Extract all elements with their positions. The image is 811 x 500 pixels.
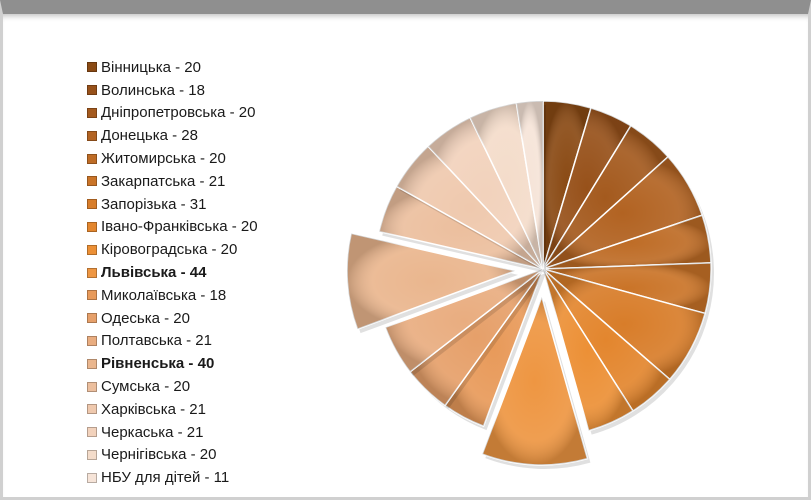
legend-item: Житомирська - 20 bbox=[87, 147, 258, 170]
legend-label: Львівська - 44 bbox=[101, 264, 207, 282]
legend-label: Донецька - 28 bbox=[101, 127, 198, 145]
pie-slice-shading bbox=[543, 125, 669, 269]
pie-slice-shading bbox=[428, 117, 543, 269]
legend-label: Дніпропетровська - 20 bbox=[101, 104, 256, 122]
legend-item: Волинська - 18 bbox=[87, 79, 258, 102]
legend-swatch bbox=[87, 85, 97, 96]
legend-swatch bbox=[87, 199, 97, 210]
legend-label: Полтавська - 21 bbox=[101, 332, 212, 350]
legend-item: Полтавська - 21 bbox=[87, 330, 258, 353]
legend-item: Харківська - 21 bbox=[87, 398, 258, 421]
legend-item: Черкаська - 21 bbox=[87, 421, 258, 444]
pie-slice-shading bbox=[445, 269, 543, 427]
legend-item: Запорізька - 31 bbox=[87, 193, 258, 216]
legend-item: Миколаївська - 18 bbox=[87, 284, 258, 307]
legend-label: Івано-Франківська - 20 bbox=[101, 218, 258, 236]
legend-swatch bbox=[87, 176, 97, 187]
legend-swatch bbox=[87, 107, 97, 118]
legend-item: Чернігівська - 20 bbox=[87, 444, 258, 467]
legend-label: Запорізька - 31 bbox=[101, 195, 207, 213]
pie-slice-shading bbox=[543, 215, 711, 269]
pie-slice-shading bbox=[543, 156, 703, 269]
legend-swatch bbox=[87, 472, 97, 483]
pie-slice-shading bbox=[470, 103, 543, 269]
pie-slice-shading bbox=[543, 262, 711, 314]
legend-item: Донецька - 28 bbox=[87, 124, 258, 147]
legend-swatch bbox=[87, 427, 97, 438]
legend-label: Вінницька - 20 bbox=[101, 58, 201, 76]
legend-swatch bbox=[87, 153, 97, 164]
legend-item: Львівська - 44 bbox=[87, 261, 258, 284]
legend: Вінницька - 20 Волинська - 18 Дніпропетров… bbox=[87, 56, 258, 489]
legend-label: Харківська - 21 bbox=[101, 400, 206, 418]
legend-swatch bbox=[87, 244, 97, 255]
pie-slice-shading bbox=[347, 233, 516, 330]
pie-slice-shading bbox=[385, 269, 543, 372]
legend-item: Рівненська - 40 bbox=[87, 352, 258, 375]
legend-label: Чернігівська - 20 bbox=[101, 446, 217, 464]
legend-item: Одеська - 20 bbox=[87, 307, 258, 330]
legend-swatch bbox=[87, 267, 97, 278]
legend-item: Кіровоградська - 20 bbox=[87, 238, 258, 261]
legend-swatch bbox=[87, 221, 97, 232]
legend-item: Вінницька - 20 bbox=[87, 56, 258, 79]
pie-slice-shading bbox=[410, 269, 543, 406]
pie-slice-shading bbox=[543, 269, 706, 380]
pie-slice-shading bbox=[543, 107, 631, 269]
legend-item: Закарпатська - 21 bbox=[87, 170, 258, 193]
legend-swatch bbox=[87, 335, 97, 346]
legend-label: Одеська - 20 bbox=[101, 309, 190, 327]
pie-slice-shading bbox=[482, 296, 588, 465]
legend-swatch bbox=[87, 449, 97, 460]
legend-swatch bbox=[87, 381, 97, 392]
legend-swatch bbox=[87, 313, 97, 324]
legend-item: Івано-Франківська - 20 bbox=[87, 216, 258, 239]
pie-slice-shading bbox=[379, 186, 543, 269]
pie-chart bbox=[346, 100, 714, 469]
legend-label: Закарпатська - 21 bbox=[101, 172, 226, 190]
pie-slice-shading bbox=[543, 269, 633, 431]
legend-swatch bbox=[87, 62, 97, 73]
pie-slice-shading bbox=[396, 146, 543, 269]
legend-label: НБУ для дітей - 11 bbox=[101, 469, 230, 487]
legend-label: Житомирська - 20 bbox=[101, 150, 226, 168]
legend-item: Дніпропетровська - 20 bbox=[87, 102, 258, 125]
legend-label: Черкаська - 21 bbox=[101, 423, 204, 441]
legend-item: Сумська - 20 bbox=[87, 375, 258, 398]
legend-label: Миколаївська - 18 bbox=[101, 286, 227, 304]
legend-swatch bbox=[87, 130, 97, 141]
pie-slice-shading bbox=[543, 269, 670, 411]
legend-item: НБУ для дітей - 11 bbox=[87, 466, 258, 489]
legend-swatch bbox=[87, 358, 97, 369]
legend-swatch bbox=[87, 290, 97, 301]
pie-slice-shading bbox=[516, 101, 543, 269]
legend-label: Рівненська - 40 bbox=[101, 355, 215, 373]
legend-label: Волинська - 18 bbox=[101, 81, 205, 99]
legend-label: Кіровоградська - 20 bbox=[101, 241, 238, 259]
legend-swatch bbox=[87, 404, 97, 415]
legend-label: Сумська - 20 bbox=[101, 378, 191, 396]
